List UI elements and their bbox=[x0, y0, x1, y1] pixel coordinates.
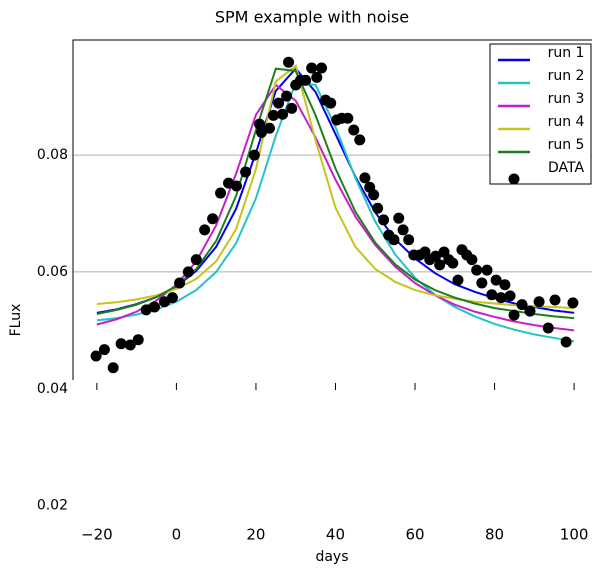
data-point bbox=[132, 334, 144, 346]
legend-label: run 3 bbox=[548, 91, 585, 107]
data-point bbox=[378, 214, 390, 226]
x-tick-label: 0 bbox=[172, 526, 182, 544]
data-point bbox=[199, 224, 211, 236]
data-point bbox=[368, 189, 380, 201]
x-tick-label: 20 bbox=[246, 526, 265, 544]
data-point bbox=[267, 109, 279, 121]
data-point bbox=[281, 90, 293, 102]
data-point bbox=[393, 212, 405, 224]
data-point bbox=[240, 166, 252, 178]
data-point bbox=[354, 134, 366, 146]
y-axis-label: FLux bbox=[8, 304, 24, 337]
line-series bbox=[96, 63, 575, 310]
x-tick-label: 80 bbox=[485, 526, 504, 544]
data-point bbox=[190, 254, 202, 266]
x-tick-label: 60 bbox=[405, 526, 424, 544]
line-series bbox=[96, 81, 575, 343]
legend-box bbox=[489, 43, 592, 185]
data-point bbox=[254, 118, 266, 130]
data-point bbox=[434, 259, 446, 271]
data-point bbox=[508, 309, 520, 321]
data-point bbox=[388, 234, 400, 246]
data-point bbox=[372, 202, 384, 214]
y-tick-label: 0.08 bbox=[37, 147, 68, 163]
data-point bbox=[348, 124, 360, 136]
plot-area bbox=[72, 39, 592, 380]
data-point bbox=[90, 350, 102, 362]
x-tick-label: 40 bbox=[326, 526, 345, 544]
y-tick-label: 0.02 bbox=[37, 498, 68, 514]
data-point bbox=[230, 180, 242, 192]
data-point bbox=[311, 71, 323, 83]
data-point bbox=[174, 277, 186, 289]
data-point bbox=[124, 339, 136, 351]
data-point bbox=[316, 62, 328, 74]
y-tick-label: 0.06 bbox=[37, 264, 68, 280]
data-point bbox=[248, 149, 260, 161]
data-point bbox=[263, 122, 275, 134]
data-point bbox=[107, 362, 119, 374]
data-point bbox=[542, 322, 554, 334]
data-point bbox=[504, 290, 516, 302]
data-point bbox=[359, 172, 371, 184]
data-point bbox=[286, 102, 298, 114]
legend-label: run 1 bbox=[548, 45, 585, 61]
data-point bbox=[567, 297, 579, 309]
x-tick-label: −20 bbox=[81, 526, 113, 544]
data-point bbox=[98, 344, 110, 356]
data-point bbox=[140, 304, 152, 316]
data-point bbox=[342, 112, 354, 124]
data-point bbox=[325, 97, 337, 109]
chart-title: SPM example with noise bbox=[215, 8, 409, 27]
data-point bbox=[115, 338, 127, 350]
legend-label: run 5 bbox=[548, 137, 585, 153]
data-point bbox=[486, 289, 498, 301]
legend-marker bbox=[508, 173, 520, 185]
data-point bbox=[481, 264, 493, 276]
data-point bbox=[182, 266, 194, 278]
data-point bbox=[403, 234, 415, 246]
axes-frame bbox=[72, 39, 592, 380]
legend-label: run 4 bbox=[548, 114, 585, 130]
data-point bbox=[283, 56, 295, 68]
x-axis-label: days bbox=[315, 549, 348, 565]
data-point bbox=[273, 97, 285, 109]
legend-label: run 2 bbox=[548, 68, 585, 84]
data-point bbox=[447, 257, 459, 269]
data-point bbox=[397, 224, 409, 236]
y-tick-label: 0.04 bbox=[37, 381, 68, 397]
data-point bbox=[452, 274, 464, 286]
data-point bbox=[495, 292, 507, 304]
data-point bbox=[215, 187, 227, 199]
legend: run 1 run 2 run 3 run 4 run 5 DATA bbox=[489, 43, 592, 185]
data-point bbox=[466, 254, 478, 266]
data-point bbox=[166, 292, 178, 304]
data-point bbox=[490, 274, 502, 286]
data-point bbox=[476, 277, 488, 289]
data-point bbox=[524, 305, 536, 317]
legend-label: DATA bbox=[548, 160, 584, 176]
data-point bbox=[549, 294, 561, 306]
data-point bbox=[430, 250, 442, 262]
data-point bbox=[300, 74, 312, 86]
data-point bbox=[560, 336, 572, 348]
data-point bbox=[471, 264, 483, 276]
data-point bbox=[149, 301, 161, 313]
data-point bbox=[499, 279, 511, 291]
data-point bbox=[306, 62, 318, 74]
data-point bbox=[516, 299, 528, 311]
axes: 0.02 0.04 0.06 0.08 −20 0 20 40 60 80 100 bbox=[37, 147, 589, 543]
data-point bbox=[207, 213, 219, 225]
x-tick-label: 100 bbox=[560, 526, 589, 544]
data-point bbox=[533, 296, 545, 308]
data-point bbox=[277, 108, 289, 120]
